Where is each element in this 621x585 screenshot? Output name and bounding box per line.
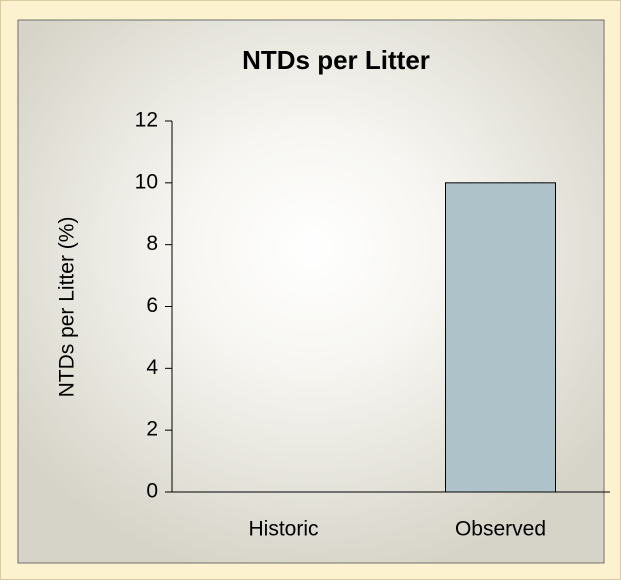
x-tick-label: Historic	[248, 518, 318, 541]
y-tick-label: 12	[135, 109, 158, 132]
y-tick-label: 4	[146, 356, 158, 379]
y-tick-label: 2	[146, 418, 158, 441]
chart-title: NTDs per Litter	[242, 45, 430, 75]
x-tick-label: Observed	[455, 518, 546, 541]
y-axis-label: NTDs per Litter (%)	[56, 217, 79, 398]
y-tick-label: 8	[146, 232, 158, 255]
y-tick-label: 0	[146, 480, 158, 503]
y-tick-label: 6	[146, 294, 158, 317]
y-tick-label: 10	[135, 170, 158, 193]
bar	[445, 182, 556, 493]
